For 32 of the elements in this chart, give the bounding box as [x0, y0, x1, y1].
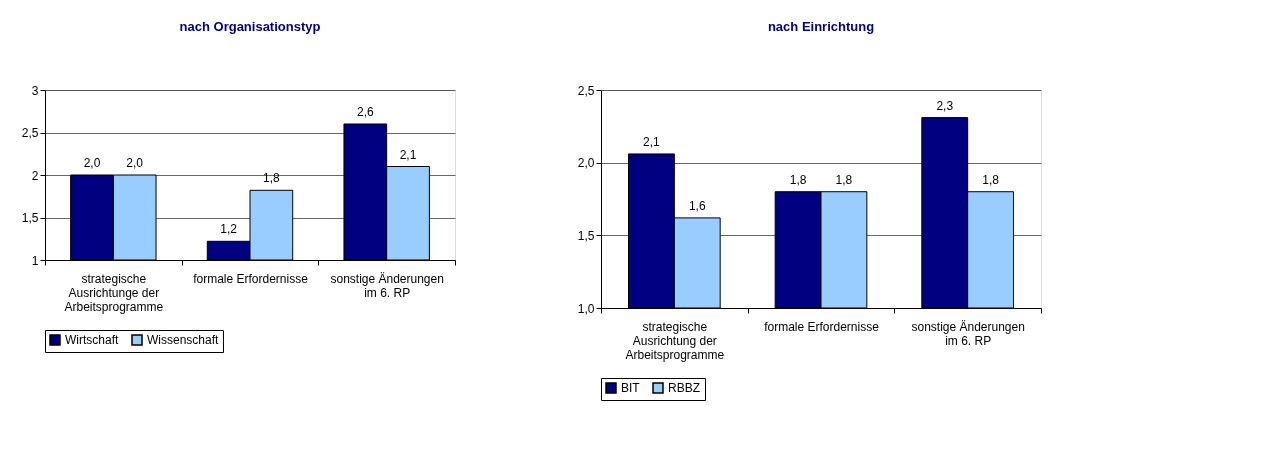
- y-tick-label: 1,0: [577, 301, 595, 316]
- x-tick-label: sonstige Änderungen im 6. RP: [330, 271, 444, 300]
- y-tick-label: 1,5: [577, 228, 595, 243]
- y-tick-label: 1,5: [21, 211, 39, 225]
- chart-title: nach Einrichtung: [767, 19, 875, 34]
- data-label: 1,8: [835, 172, 853, 187]
- legend-label: Wirtschaft: [65, 333, 119, 347]
- data-label: 2,0: [126, 156, 144, 170]
- data-label: 2,1: [643, 134, 661, 149]
- data-label: 1,6: [688, 198, 706, 213]
- data-label: 2,3: [936, 98, 954, 113]
- data-label: 1,8: [789, 172, 807, 187]
- y-tick-label: 2: [31, 168, 39, 183]
- data-label: 1,8: [982, 172, 1000, 187]
- legend-label: RBBZ: [668, 381, 701, 395]
- chart-title: nach Organisationstyp: [179, 19, 321, 34]
- x-tick-label: sonstige Änderungen im 6. RP: [911, 319, 1025, 348]
- data-label: 2,6: [356, 105, 374, 119]
- y-tick-label: 1: [31, 253, 39, 268]
- legend-label: Wissenschaft: [147, 333, 220, 347]
- x-tick-label: formale Erfordernisse: [193, 271, 309, 286]
- y-tick-label: 2,0: [577, 156, 595, 171]
- data-label: 2,0: [83, 156, 101, 170]
- x-tick-label: formale Erfordernisse: [764, 319, 880, 334]
- data-label: 2,1: [399, 147, 417, 162]
- y-tick-label: 3: [31, 83, 39, 98]
- y-tick-label: 2,5: [577, 83, 595, 98]
- y-tick-label: 2,5: [21, 126, 39, 140]
- x-tick-label: strategische Ausrichtunge der Arbeitsprogramme: [64, 271, 164, 314]
- x-tick-label: strategische Ausrichtung der Arbeitsprogramme: [625, 319, 725, 362]
- legend-label: BIT: [621, 381, 641, 395]
- data-label: 1,2: [220, 222, 238, 237]
